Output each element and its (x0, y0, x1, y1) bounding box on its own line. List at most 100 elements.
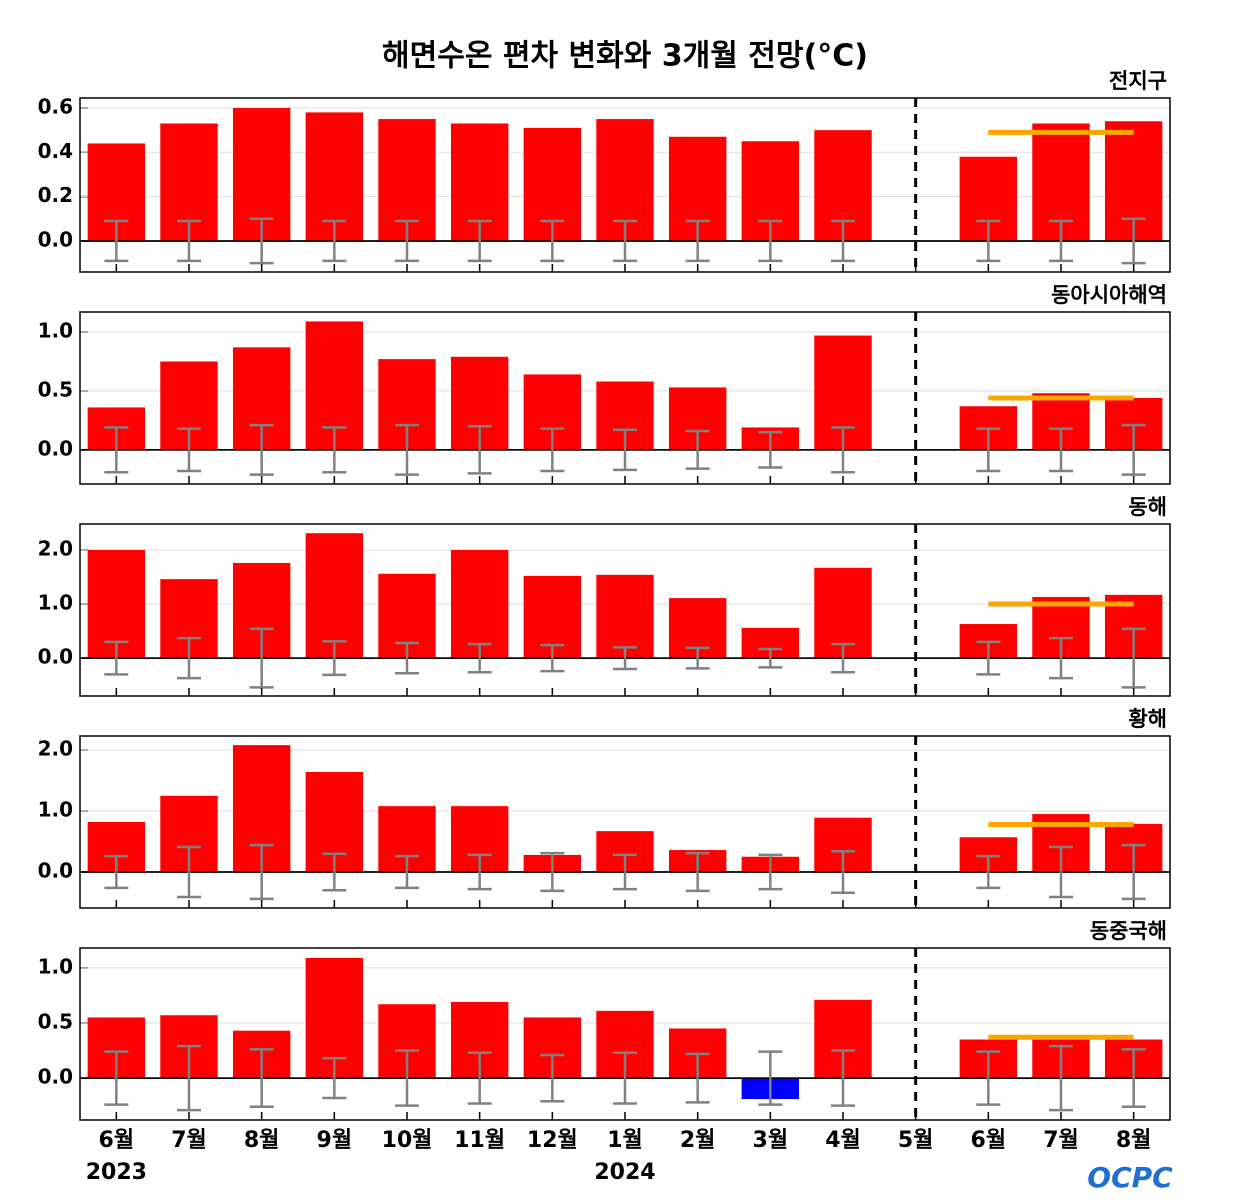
error-bar (249, 843, 274, 901)
y-tick-label: 1.0 (38, 591, 73, 615)
error-bar (613, 219, 637, 263)
error-bar (104, 854, 129, 890)
error-bar (395, 641, 419, 675)
error-bar (177, 1044, 201, 1112)
error-bar (540, 643, 565, 673)
y-tick-label: 0.0 (38, 645, 73, 669)
x-tick-label: 4월 (825, 1128, 861, 1153)
error-bar (758, 1050, 783, 1106)
error-bar (395, 1049, 419, 1107)
error-bar (1121, 217, 1146, 265)
bar (305, 112, 364, 241)
year-label: 2023 (86, 1160, 147, 1185)
error-bar (177, 219, 201, 263)
error-bar (467, 853, 492, 891)
x-tick-label: 12월 (527, 1128, 578, 1153)
error-bar (1049, 636, 1073, 680)
y-tick-label: 2.0 (38, 536, 73, 560)
error-bar (467, 642, 492, 674)
error-bar (104, 1050, 129, 1106)
bar (596, 574, 654, 659)
error-bar (976, 219, 1001, 263)
error-bar (467, 425, 492, 475)
error-bar (1121, 627, 1146, 689)
error-bar (540, 1053, 565, 1103)
error-bar (831, 426, 855, 474)
error-bar (976, 1050, 1001, 1106)
plot-frame (79, 735, 1171, 909)
error-bar (395, 219, 419, 263)
x-tick-label: 5월 (898, 1128, 934, 1153)
x-tick-label: 10월 (382, 1128, 433, 1153)
bar (305, 533, 364, 659)
y-tick-label: 0.5 (38, 377, 73, 401)
panel-title: 동해 (1128, 495, 1167, 519)
x-tick-label: 6월 (971, 1128, 1007, 1153)
error-bar (104, 219, 129, 263)
error-bar (758, 853, 783, 891)
y-tick-label: 1.0 (38, 954, 73, 978)
error-bar (395, 423, 419, 476)
error-bar (831, 1049, 855, 1107)
error-bar (758, 647, 783, 669)
x-tick-label: 11월 (454, 1128, 505, 1153)
y-tick-label: 0.2 (38, 183, 73, 207)
panel-title: 동아시아해역 (1051, 283, 1167, 307)
error-bar (322, 426, 347, 474)
error-bar (104, 426, 129, 474)
x-tick-label: 8월 (244, 1128, 280, 1153)
y-tick-label: 0.5 (38, 1009, 73, 1033)
x-tick-label: 8월 (1116, 1128, 1152, 1153)
error-bar (540, 219, 565, 263)
error-bar (1121, 423, 1146, 476)
y-tick-label: 0.6 (38, 94, 73, 118)
error-bar (613, 428, 637, 472)
error-bar (831, 850, 855, 895)
error-bar (467, 219, 492, 263)
error-bar (467, 1051, 492, 1105)
y-tick-label: 0.4 (38, 139, 73, 163)
error-bar (685, 219, 710, 263)
bar (87, 549, 146, 659)
error-bar (177, 845, 201, 899)
x-tick-label: 7월 (171, 1128, 207, 1153)
error-bar (249, 627, 274, 689)
error-bar (249, 423, 274, 476)
error-bar (831, 642, 855, 674)
plot-frame (79, 311, 1171, 485)
error-bar (831, 219, 855, 263)
panel-title: 전지구 (1109, 69, 1167, 93)
error-bar (540, 427, 565, 473)
error-bar (758, 219, 783, 263)
error-bar (976, 640, 1001, 676)
x-tick-label: 2월 (680, 1128, 716, 1153)
plot-frame (79, 523, 1171, 697)
panel-title: 황해 (1128, 707, 1167, 731)
error-bar (249, 217, 274, 265)
y-tick-label: 0.0 (38, 436, 73, 460)
error-bar (322, 852, 347, 892)
error-bar (395, 854, 419, 890)
error-bar (613, 646, 637, 671)
x-tick-label: 1월 (607, 1128, 643, 1153)
panel-title: 동중국해 (1090, 919, 1167, 943)
error-bar (613, 1051, 637, 1105)
error-bar (1049, 1044, 1073, 1112)
error-bar (1121, 843, 1146, 901)
error-bar (322, 640, 347, 677)
y-tick-label: 0.0 (38, 1065, 73, 1089)
y-tick-label: 1.0 (38, 798, 73, 822)
error-bar (685, 646, 710, 670)
error-bar (758, 430, 783, 469)
error-bar (685, 429, 710, 470)
error-bar (249, 1048, 274, 1109)
error-bar (1121, 1048, 1146, 1109)
error-bar (104, 640, 129, 676)
x-tick-label: 3월 (753, 1128, 789, 1153)
year-label: 2024 (594, 1160, 655, 1185)
y-tick-label: 2.0 (38, 737, 73, 761)
chart-title: 해면수온 편차 변화와 3개월 전망(°C) (382, 39, 868, 74)
y-tick-label: 1.0 (38, 319, 73, 343)
error-bar (685, 1052, 710, 1104)
